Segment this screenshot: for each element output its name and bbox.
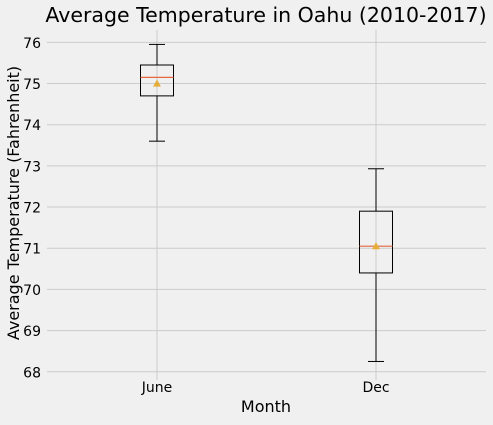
box-june	[140, 43, 174, 142]
y-tick-label: 70	[23, 283, 41, 299]
y-tick-label: 74	[23, 118, 41, 134]
grid-lines	[47, 30, 486, 380]
y-tick-label: 68	[23, 365, 41, 381]
iqr-box	[140, 64, 174, 97]
y-tick-label: 75	[23, 77, 41, 93]
y-tick-label: 76	[23, 36, 41, 52]
boxes	[140, 43, 393, 362]
x-tick-label: Dec	[362, 380, 389, 396]
iqr-box	[359, 210, 393, 274]
x-tick-label: June	[141, 380, 173, 396]
y-tick-label: 73	[23, 159, 41, 175]
tick-labels: 68 69 70 71 72 73 74 75 76 June Dec	[23, 36, 389, 396]
y-tick-label: 71	[23, 242, 41, 258]
x-axis-label: Month	[241, 397, 291, 416]
y-tick-label: 72	[23, 201, 41, 217]
y-tick-label: 69	[23, 324, 41, 340]
mean-marker	[152, 79, 162, 87]
box-dec	[359, 168, 393, 362]
y-axis-label: Average Temperature (Fahrenheit)	[4, 66, 23, 340]
mean-marker	[371, 242, 381, 250]
chart-title: Average Temperature in Oahu (2010-2017)	[45, 3, 486, 27]
